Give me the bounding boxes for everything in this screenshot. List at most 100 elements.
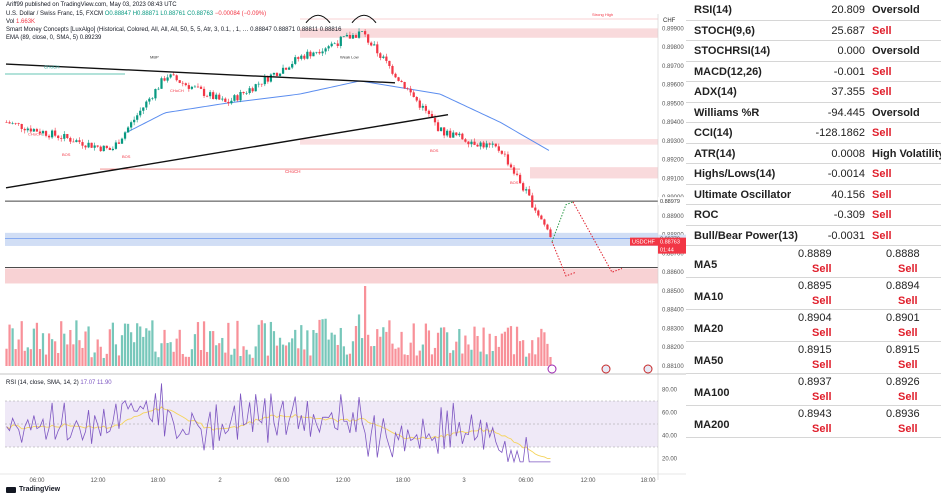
volume-bar (522, 340, 525, 366)
choch-label: CHoCH (28, 131, 42, 136)
volume-bar (230, 354, 233, 366)
symbol-tag-bg (630, 237, 658, 246)
indicator-value: -94.445 (827, 106, 865, 119)
top-arc-right (351, 14, 377, 24)
volume-bar (163, 329, 166, 366)
volume-bar (148, 330, 151, 366)
candle-body (190, 86, 194, 89)
candle-body (518, 174, 522, 184)
volume-bar (123, 323, 127, 366)
ma-exp-value: 0.8936 (886, 408, 920, 420)
ema-line-group (126, 80, 550, 151)
candle-body (333, 43, 336, 45)
candle-body (348, 34, 352, 39)
ma-simple-action: Sell (812, 359, 832, 371)
volume-bar (14, 349, 17, 366)
volume-bar (339, 327, 342, 366)
volume-bar (376, 329, 379, 366)
countdown-label: 01:44 (660, 248, 674, 254)
ma-name: MA5 (694, 259, 718, 271)
volume-bar (215, 345, 218, 366)
indicator-action: Oversold (872, 45, 920, 57)
time-tick-label: 06:00 (29, 478, 45, 484)
candle-body (151, 98, 154, 99)
volume-bar (330, 332, 333, 366)
candle-body (63, 134, 66, 139)
ma-exp-action: Sell (898, 263, 918, 275)
drawings-layer: CHoCH CHoCH CHoCH CHoCH BOS BOS BOS BOS Strong H… (5, 12, 653, 374)
volume-bar (497, 346, 500, 366)
rsi-legend: RSI (14, close, SMA, 14, 2) 17.07 11.90 (6, 380, 112, 386)
candle-body (515, 173, 519, 175)
candle-body (531, 195, 534, 208)
candle-body (391, 65, 394, 74)
volume-bar (342, 346, 345, 366)
volume-bar (251, 357, 254, 366)
candle-body (257, 83, 260, 85)
volume-bar (47, 333, 51, 366)
price-tick-label: 0.89100 (662, 176, 684, 182)
candle-body (57, 135, 60, 138)
symbol-tag: USDCHF (632, 240, 656, 246)
candle-body (96, 145, 99, 147)
candle-body (315, 51, 318, 53)
vol-label: Vol (6, 19, 15, 25)
chart-panel[interactable]: CHoCH CHoCH CHoCH CHoCH BOS BOS BOS BOS Strong H… (0, 0, 686, 501)
candle-body (549, 229, 552, 238)
candle-body (342, 36, 345, 38)
rsi-tick-label: 80.00 (662, 388, 678, 394)
candle-body (418, 100, 421, 108)
demand-zone-red (5, 268, 658, 284)
candle-body (81, 142, 84, 146)
volume-bar (537, 337, 540, 366)
candle-body (199, 86, 203, 89)
indicator-row: RSI(14) 20.809 Oversold (686, 0, 941, 21)
volume-bar (178, 329, 181, 366)
ma-row: MA50 0.8915 Sell 0.8915 Sell (686, 342, 941, 374)
candle-body (105, 145, 108, 148)
candle-body (72, 141, 75, 143)
volume-bar (224, 352, 227, 366)
volume-bar (63, 333, 66, 366)
candle-body (239, 92, 242, 101)
price-chart[interactable]: CHoCH CHoCH CHoCH CHoCH BOS BOS BOS BOS Strong H… (0, 0, 686, 501)
indicator-row: STOCHRSI(14) 0.000 Oversold (686, 41, 941, 62)
symbol-title: U.S. Dollar / Swiss Franc, 15, FXCM (6, 11, 104, 17)
volume-bar (175, 338, 178, 366)
volume-bar (233, 348, 236, 366)
indicator-name: CCI(14) (694, 127, 733, 139)
candle-body (464, 139, 467, 142)
candle-body (108, 147, 111, 151)
bos-label: BOS (62, 152, 71, 157)
volume-bar (291, 338, 294, 366)
volume-bar (269, 321, 273, 366)
time-tick-label: 06:00 (274, 478, 290, 484)
last-price-label: 0.88763 (660, 240, 680, 246)
volume-bar (424, 323, 428, 366)
volume-bar (35, 322, 39, 366)
volume-bar (260, 320, 263, 366)
volume-bar (239, 356, 242, 366)
volume-bar (117, 355, 121, 366)
candle-body (84, 145, 87, 148)
volume-bar (145, 328, 148, 366)
indicator-row: ROC -0.309 Sell (686, 205, 941, 226)
volume-bar (479, 351, 482, 366)
smc-legend: Smart Money Concepts [LuxAlgo] (Historic… (6, 27, 341, 33)
candle-body (14, 123, 17, 124)
ma-row: MA10 0.8895 Sell 0.8894 Sell (686, 278, 941, 310)
candle-body (29, 128, 32, 132)
candle-body (409, 88, 412, 93)
volume-bar (218, 343, 221, 366)
price-tick-label: 0.88100 (662, 364, 684, 370)
candle-body (488, 143, 491, 145)
volume-bar (421, 344, 424, 366)
candle-body (212, 92, 215, 100)
volume-bar (96, 339, 99, 366)
indicator-row: ADX(14) 37.355 Sell (686, 82, 941, 103)
volume-bar (66, 344, 69, 366)
rsi-tick-label: 20.00 (662, 457, 678, 463)
volume-bar (430, 354, 434, 366)
ma-exp-value: 0.8888 (886, 248, 920, 260)
candle-body (497, 146, 500, 151)
